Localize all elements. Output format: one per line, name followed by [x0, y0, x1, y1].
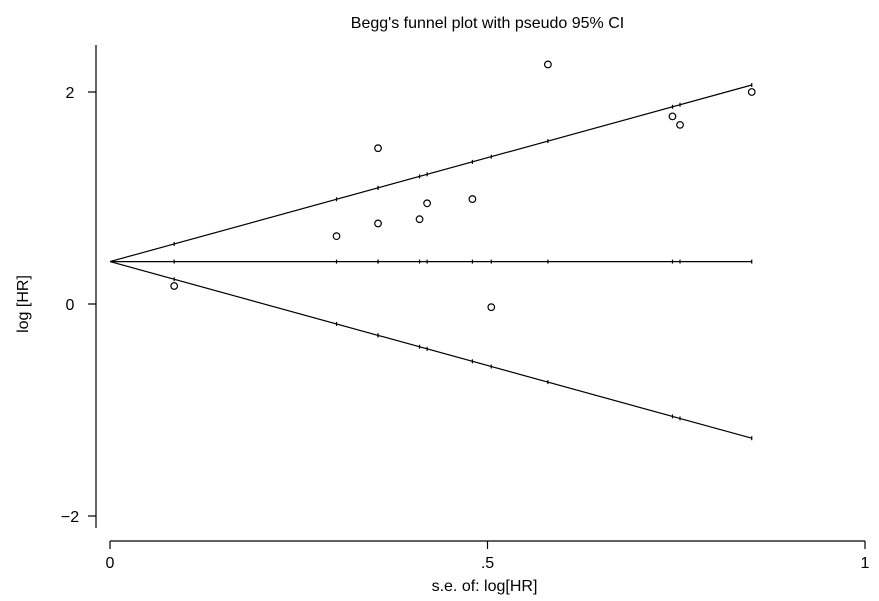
y-tick-label: 2	[66, 85, 75, 102]
x-axis-label: s.e. of: log[HR]	[432, 578, 538, 595]
study-point	[676, 120, 684, 129]
study-points	[170, 60, 756, 312]
y-tick-label: 0	[66, 297, 75, 314]
upper-ci-line	[109, 84, 752, 263]
study-point	[170, 282, 179, 290]
study-point	[668, 112, 677, 121]
x-tick-label: .5	[481, 555, 494, 572]
study-point	[374, 219, 382, 228]
study-point	[332, 232, 341, 241]
y-tick-label: −2	[61, 509, 79, 526]
x-tick-label: 1	[861, 555, 870, 572]
study-point	[415, 215, 424, 224]
lower-ci-line	[109, 261, 752, 439]
funnel-lines	[109, 83, 753, 441]
x-tick-label: 0	[106, 555, 115, 572]
chart-title: Begg's funnel plot with pseudo 95% CI	[351, 15, 624, 32]
study-point	[747, 88, 756, 96]
study-point	[544, 60, 552, 69]
study-point	[487, 303, 496, 312]
y-axis-label: log [HR]	[15, 275, 32, 333]
study-point	[468, 195, 477, 203]
study-point	[423, 199, 432, 208]
axes: −2 0 2 0 .5 1	[61, 45, 870, 572]
study-point	[374, 144, 382, 153]
